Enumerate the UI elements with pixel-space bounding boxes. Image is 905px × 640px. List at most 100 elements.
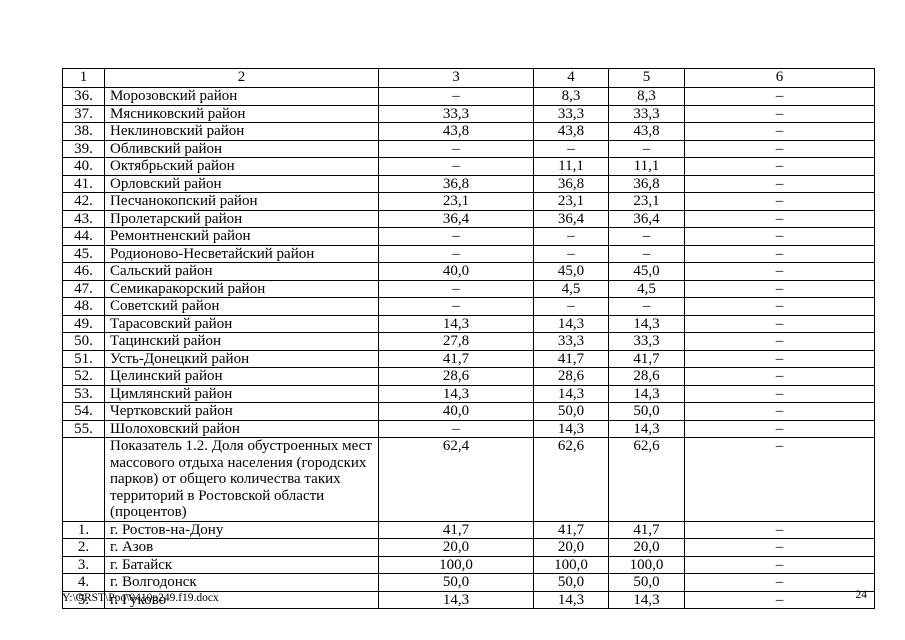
value-col4: 33,3 [533, 332, 609, 351]
column-header: 1 [62, 68, 105, 88]
value-col4: 4,5 [533, 279, 609, 298]
value-col6: – [684, 555, 875, 574]
value-col4: 50,0 [533, 402, 609, 421]
value-col6: – [684, 104, 875, 123]
row-name: Неклиновский район [104, 122, 379, 141]
column-header: 2 [104, 68, 379, 88]
value-col3: – [378, 87, 534, 106]
value-col6: – [684, 384, 875, 403]
value-col5: 33,3 [608, 104, 685, 123]
value-col5: 45,0 [608, 262, 685, 281]
table-row: 49. Тарасовский район 14,3 14,3 14,3– [62, 314, 875, 333]
column-header: 4 [533, 68, 609, 88]
value-col5: 50,0 [608, 573, 685, 592]
row-name: г. Ростов-на-Дону [104, 520, 379, 539]
value-col3: 36,4 [378, 209, 534, 228]
row-name: Показатель 1.2. Доля обустроенных мест м… [104, 437, 379, 522]
row-number: 50. [62, 332, 105, 351]
table-row: 50. Тацинский район 27,8 33,3 33,3– [62, 332, 875, 351]
value-col5: 14,3 [608, 419, 685, 438]
row-number: 40. [62, 157, 105, 176]
value-col3: 40,0 [378, 262, 534, 281]
value-col3: – [378, 227, 534, 246]
footer-file-path: Y:\ORST\Ppo\0410p249.f19.docx [62, 592, 219, 604]
table-row: Показатель 1.2. Доля обустроенных мест м… [62, 437, 875, 522]
value-col3: 41,7 [378, 520, 534, 539]
value-col6: – [684, 520, 875, 539]
row-name: Тацинский район [104, 332, 379, 351]
table-row: 55. Шолоховский район –14,3 14,3– [62, 419, 875, 438]
row-number: 39. [62, 139, 105, 158]
value-col5: 36,8 [608, 174, 685, 193]
value-col4: – [533, 139, 609, 158]
row-name: Усть-Донецкий район [104, 349, 379, 368]
value-col6: – [684, 279, 875, 298]
row-name: Советский район [104, 297, 379, 316]
row-name: г. Гуково [104, 590, 379, 609]
value-col6: – [684, 402, 875, 421]
value-col5: 43,8 [608, 122, 685, 141]
row-name: г. Азов [104, 538, 379, 557]
value-col4: 33,3 [533, 104, 609, 123]
value-col3: 14,3 [378, 314, 534, 333]
value-col6: – [684, 262, 875, 281]
value-col6: – [684, 332, 875, 351]
row-name: Цимлянский район [104, 384, 379, 403]
table-row: 51. Усть-Донецкий район 41,7 41,7 41,7– [62, 349, 875, 368]
row-number: 41. [62, 174, 105, 193]
value-col3: 20,0 [378, 538, 534, 557]
value-col3: 43,8 [378, 122, 534, 141]
row-name: Родионово-Несветайский район [104, 244, 379, 263]
value-col6: – [684, 139, 875, 158]
value-col5: 41,7 [608, 349, 685, 368]
table-row: 45. Родионово-Несветайский район – – – – [62, 244, 875, 263]
table-row: 43. Пролетарский район 36,4 36,4 36,4– [62, 209, 875, 228]
value-col6: – [684, 87, 875, 106]
value-col3: 36,8 [378, 174, 534, 193]
table-row: 5. г. Гуково 14,3 14,3 14,3– [62, 590, 875, 609]
value-col6: – [684, 419, 875, 438]
value-col4: 14,3 [533, 590, 609, 609]
table-row: 4. г. Волгодонск 50,0 50,0 50,0– [62, 573, 875, 592]
value-col3: 14,3 [378, 590, 534, 609]
table-row: 37. Мясниковский район 33,3 33,3 33,3– [62, 104, 875, 123]
value-col5: – [608, 244, 685, 263]
row-number: 1. [62, 520, 105, 539]
column-header: 6 [684, 68, 875, 88]
row-name: Орловский район [104, 174, 379, 193]
value-col4: 14,3 [533, 314, 609, 333]
row-number: 5. [62, 590, 105, 609]
value-col6: – [684, 209, 875, 228]
value-col5: 62,6 [608, 437, 685, 522]
table-row: 46. Сальский район 40,0 45,0 45,0– [62, 262, 875, 281]
row-name: Песчанокопский район [104, 192, 379, 211]
value-col4: 36,4 [533, 209, 609, 228]
table-row: 52. Целинский район 28,6 28,6 28,6– [62, 367, 875, 386]
value-col4: 14,3 [533, 419, 609, 438]
value-col4: 41,7 [533, 349, 609, 368]
row-name: Октябрьский район [104, 157, 379, 176]
table-row: 1. г. Ростов-на-Дону 41,7 41,7 41,7– [62, 520, 875, 539]
value-col6: – [684, 349, 875, 368]
value-col4: – [533, 244, 609, 263]
value-col6: – [684, 297, 875, 316]
value-col6: – [684, 192, 875, 211]
value-col3: – [378, 419, 534, 438]
value-col4: 20,0 [533, 538, 609, 557]
column-header: 3 [378, 68, 534, 88]
value-col5: 50,0 [608, 402, 685, 421]
value-col3: – [378, 139, 534, 158]
table-row: 40. Октябрьский район –11,1 11,1– [62, 157, 875, 176]
value-col3: 28,6 [378, 367, 534, 386]
table-row: 38. Неклиновский район 43,8 43,8 43,8– [62, 122, 875, 141]
row-number: 48. [62, 297, 105, 316]
value-col5: 14,3 [608, 590, 685, 609]
row-name: г. Волгодонск [104, 573, 379, 592]
row-number: 36. [62, 87, 105, 106]
row-number: 51. [62, 349, 105, 368]
row-number: 45. [62, 244, 105, 263]
value-col3: 50,0 [378, 573, 534, 592]
